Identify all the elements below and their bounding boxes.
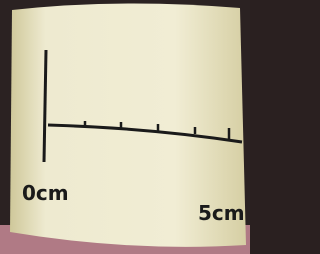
page: {"labels": {"start": "0cm", "end": "5cm"… <box>0 0 250 254</box>
end-label: 5cm <box>198 201 245 225</box>
vertical-line <box>44 50 46 162</box>
photo: 0cm 5cm <box>0 0 250 254</box>
start-label: 0cm <box>22 181 69 205</box>
